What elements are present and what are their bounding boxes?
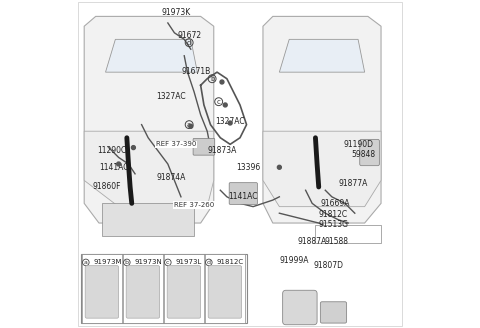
- Bar: [102, 203, 194, 236]
- Bar: [205, 254, 245, 323]
- Text: 91973K: 91973K: [161, 8, 191, 17]
- FancyBboxPatch shape: [193, 138, 215, 155]
- Text: 1141AC: 1141AC: [99, 163, 129, 172]
- Text: 91860F: 91860F: [93, 182, 121, 192]
- Circle shape: [277, 165, 281, 169]
- Text: 91588: 91588: [325, 236, 349, 246]
- Text: 91807D: 91807D: [313, 261, 344, 270]
- FancyBboxPatch shape: [208, 266, 241, 318]
- Circle shape: [223, 103, 227, 107]
- Bar: [82, 254, 122, 323]
- Text: 91887A: 91887A: [298, 236, 327, 246]
- FancyBboxPatch shape: [320, 302, 347, 323]
- Text: REF 37-260: REF 37-260: [174, 202, 214, 208]
- FancyBboxPatch shape: [229, 183, 257, 204]
- FancyBboxPatch shape: [360, 139, 379, 166]
- Text: 91874A: 91874A: [156, 173, 186, 182]
- Circle shape: [220, 80, 224, 84]
- Text: 11290C: 11290C: [97, 146, 127, 155]
- Text: c: c: [217, 99, 221, 105]
- Text: d: d: [207, 260, 211, 265]
- Text: 1141AC: 1141AC: [228, 192, 258, 201]
- Text: 91973N: 91973N: [134, 259, 162, 265]
- Bar: [81, 254, 247, 323]
- FancyBboxPatch shape: [167, 266, 201, 318]
- Text: 91873A: 91873A: [207, 146, 237, 155]
- Polygon shape: [106, 39, 197, 72]
- Bar: [164, 254, 204, 323]
- Text: 91672: 91672: [177, 31, 201, 40]
- Text: 91513G: 91513G: [319, 220, 348, 229]
- Polygon shape: [84, 16, 214, 223]
- Text: 13396: 13396: [236, 163, 260, 172]
- Circle shape: [132, 146, 135, 150]
- Circle shape: [117, 162, 120, 166]
- Circle shape: [228, 121, 232, 125]
- Bar: [315, 225, 381, 243]
- Text: 91669A: 91669A: [320, 199, 350, 208]
- Text: 91973M: 91973M: [94, 259, 122, 265]
- Text: c: c: [166, 260, 169, 265]
- Text: b: b: [125, 260, 129, 265]
- Text: 91671B: 91671B: [181, 67, 210, 76]
- Text: REF 37-260: REF 37-260: [174, 202, 214, 208]
- Polygon shape: [84, 131, 214, 207]
- Text: 91812C: 91812C: [319, 210, 348, 219]
- FancyBboxPatch shape: [283, 290, 317, 325]
- Polygon shape: [279, 39, 365, 72]
- Text: 91812C: 91812C: [216, 259, 243, 265]
- Text: b: b: [210, 76, 214, 82]
- Text: a: a: [84, 260, 88, 265]
- Text: a: a: [187, 122, 192, 128]
- Text: 91973L: 91973L: [175, 259, 202, 265]
- FancyBboxPatch shape: [85, 266, 119, 318]
- FancyBboxPatch shape: [126, 266, 160, 318]
- Bar: [123, 254, 163, 323]
- Text: 1327AC: 1327AC: [156, 92, 186, 101]
- Text: REF 37-390: REF 37-390: [156, 141, 196, 147]
- Text: 91877A: 91877A: [338, 179, 368, 188]
- Text: 91999A: 91999A: [279, 256, 309, 265]
- Text: 1327AC: 1327AC: [216, 117, 245, 126]
- Text: 91190D: 91190D: [343, 140, 373, 149]
- Polygon shape: [263, 16, 381, 223]
- Text: REF 37-390: REF 37-390: [156, 141, 196, 147]
- Text: 59848: 59848: [351, 150, 375, 159]
- Text: d: d: [187, 40, 192, 46]
- Polygon shape: [263, 131, 381, 207]
- Circle shape: [189, 124, 193, 128]
